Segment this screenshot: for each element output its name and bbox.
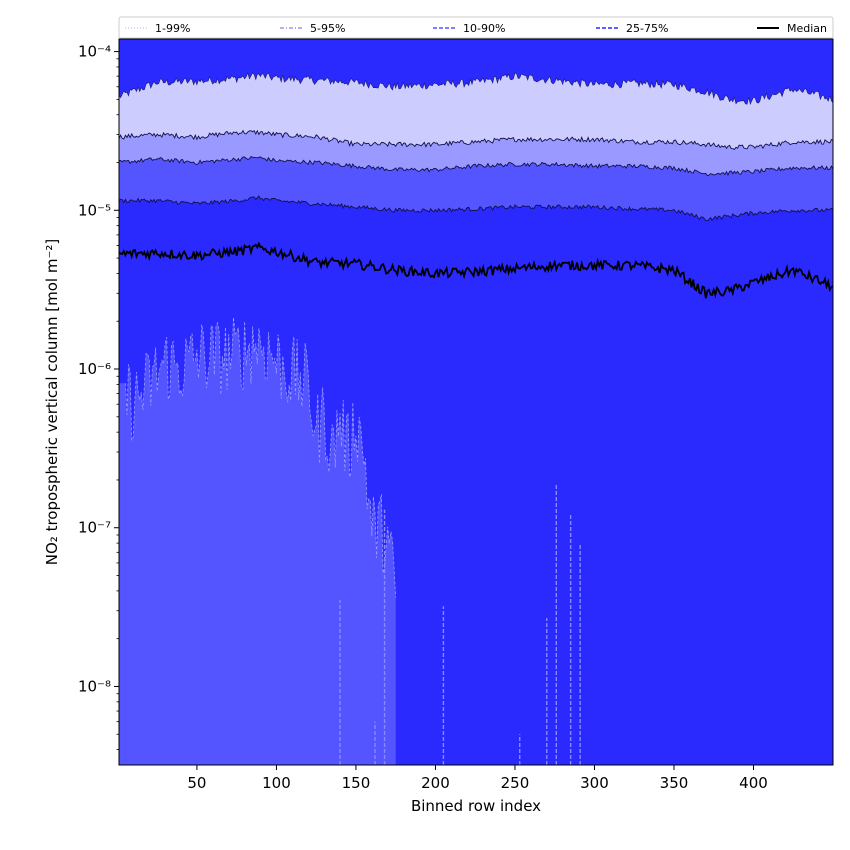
x-tick-label: 150 <box>342 774 371 792</box>
x-tick-label: 300 <box>580 774 609 792</box>
y-tick-label: 10⁻⁵ <box>78 201 111 219</box>
band-edge-1-99% <box>119 71 833 106</box>
y-axis-label: NO₂ tropospheric vertical column [mol m⁻… <box>43 239 61 565</box>
x-tick-label: 400 <box>739 774 768 792</box>
x-tick-label: 100 <box>262 774 291 792</box>
plot-area <box>119 39 833 765</box>
legend-label: 25-75% <box>626 22 668 35</box>
median-line <box>119 241 833 299</box>
lower-band-area <box>125 317 396 765</box>
x-tick-label: 200 <box>421 774 450 792</box>
legend-label: 10-90% <box>463 22 505 35</box>
x-tick-label: 50 <box>187 774 206 792</box>
lower-band-edge-fill <box>119 383 126 765</box>
y-axis: 10⁻⁸ 10⁻⁷ 10⁻⁶ 10⁻⁵ 10⁻⁴ <box>78 43 119 751</box>
x-tick-label: 350 <box>660 774 689 792</box>
legend-label: 1-99% <box>155 22 190 35</box>
y-tick-label: 10⁻⁴ <box>78 43 111 61</box>
band-edge-10-90% <box>119 156 833 177</box>
band-edge-25-75% <box>119 195 833 222</box>
legend-box <box>118 16 834 39</box>
x-tick-label: 250 <box>501 774 530 792</box>
x-axis-label: Binned row index <box>411 797 541 815</box>
legend-label: 5-95% <box>310 22 345 35</box>
plot-frame <box>118 38 834 766</box>
x-axis: 50 100 150 200 250 300 350 400 <box>187 765 768 792</box>
y-tick-label: 10⁻⁸ <box>78 677 111 695</box>
band-edge-5-95% <box>119 129 833 150</box>
y-tick-label: 10⁻⁷ <box>78 519 111 537</box>
legend: 1-99% 5-95% 10-90% 25-75% Median <box>118 16 834 39</box>
lower-band-edge <box>125 317 397 598</box>
legend-label: Median <box>787 22 827 35</box>
y-tick-label: 10⁻⁶ <box>78 360 111 378</box>
